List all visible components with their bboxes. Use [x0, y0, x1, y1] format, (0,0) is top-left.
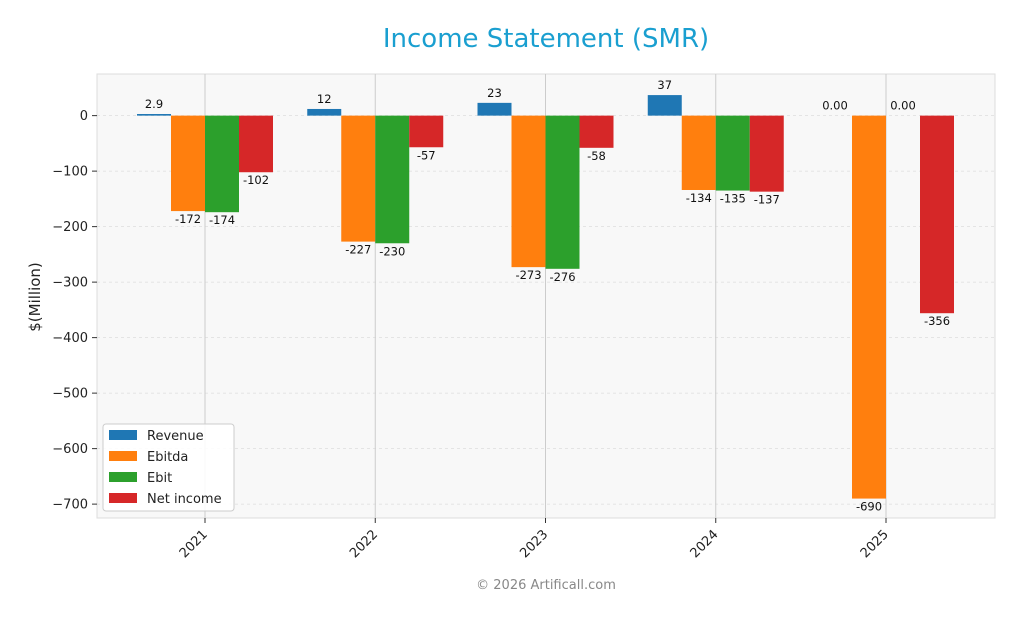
bar-net-income: [920, 115, 954, 314]
data-label: -58: [587, 149, 606, 163]
bar-net-income: [579, 115, 614, 148]
x-tick-label: 2022: [347, 527, 381, 561]
legend: Revenue Ebitda Ebit Net income: [102, 423, 235, 512]
data-label: 0.00: [822, 99, 848, 113]
chart-title: Income Statement (SMR): [383, 24, 709, 54]
y-tick-label: −700: [52, 498, 88, 513]
legend-label: Ebitda: [147, 450, 188, 465]
y-tick-label: −200: [52, 220, 88, 235]
bar-ebit: [205, 115, 239, 213]
bar-ebitda: [341, 115, 376, 242]
bar-ebitda: [171, 115, 205, 212]
legend-swatch: [109, 430, 137, 440]
data-label: -137: [754, 193, 780, 207]
bar-net-income: [749, 115, 784, 192]
data-label: -57: [417, 148, 436, 162]
data-label: -135: [720, 192, 746, 206]
y-axis-label: $(Million): [26, 262, 44, 332]
bars: [137, 95, 954, 499]
y-tick-label: −600: [52, 442, 88, 457]
bar-ebitda: [681, 115, 716, 190]
bar-ebit: [545, 115, 580, 269]
bar-revenue: [307, 108, 342, 116]
data-label: 12: [317, 92, 332, 106]
data-label: -174: [209, 213, 235, 227]
x-axis: 2021 2022 2023 2024 2025: [177, 518, 892, 561]
legend-swatch: [109, 493, 137, 503]
x-tick-label: 2024: [688, 527, 722, 561]
x-tick-label: 2021: [177, 527, 211, 561]
data-label: -134: [686, 191, 712, 205]
y-tick-label: −300: [52, 276, 88, 291]
legend-label: Ebit: [147, 471, 172, 486]
legend-label: Net income: [147, 492, 222, 507]
legend-box: [102, 423, 235, 512]
bar-ebit: [715, 115, 750, 191]
bar-ebitda: [511, 115, 546, 268]
bar-revenue: [477, 102, 512, 116]
data-label: -276: [549, 270, 575, 284]
y-tick-label: −500: [52, 387, 88, 402]
y-tick-label: −400: [52, 331, 88, 346]
bar-net-income: [239, 115, 273, 173]
bar-revenue: [647, 95, 682, 116]
data-label: 0.00: [890, 99, 916, 113]
data-label: -172: [175, 212, 201, 226]
bar-ebitda: [852, 115, 886, 499]
data-label: -227: [345, 243, 371, 257]
data-label: 2.9: [145, 97, 163, 111]
y-tick-label: 0: [80, 109, 88, 124]
data-label: -273: [515, 268, 541, 282]
data-label: 37: [657, 78, 672, 92]
data-label: -102: [243, 173, 269, 187]
x-tick-label: 2025: [858, 527, 892, 561]
data-label: -230: [379, 244, 405, 258]
data-label: 23: [487, 86, 502, 100]
bar-revenue: [137, 114, 171, 116]
bar-ebit: [375, 115, 410, 244]
x-tick-label: 2023: [517, 527, 551, 561]
data-label: -690: [856, 500, 882, 514]
data-label: -356: [924, 314, 950, 328]
y-tick-label: −100: [52, 165, 88, 180]
bar-net-income: [409, 115, 444, 148]
footer-credit: © 2026 Artificall.com: [476, 578, 616, 593]
legend-swatch: [109, 451, 137, 461]
legend-label: Revenue: [147, 429, 204, 444]
legend-swatch: [109, 472, 137, 482]
y-axis: 0 −100 −200 −300 −400 −500 −600 −700: [52, 109, 97, 513]
data-labels: 2.9 12 23 37 0.00 -172 -227 -273 -134 -690 -174 -23…: [145, 78, 950, 513]
